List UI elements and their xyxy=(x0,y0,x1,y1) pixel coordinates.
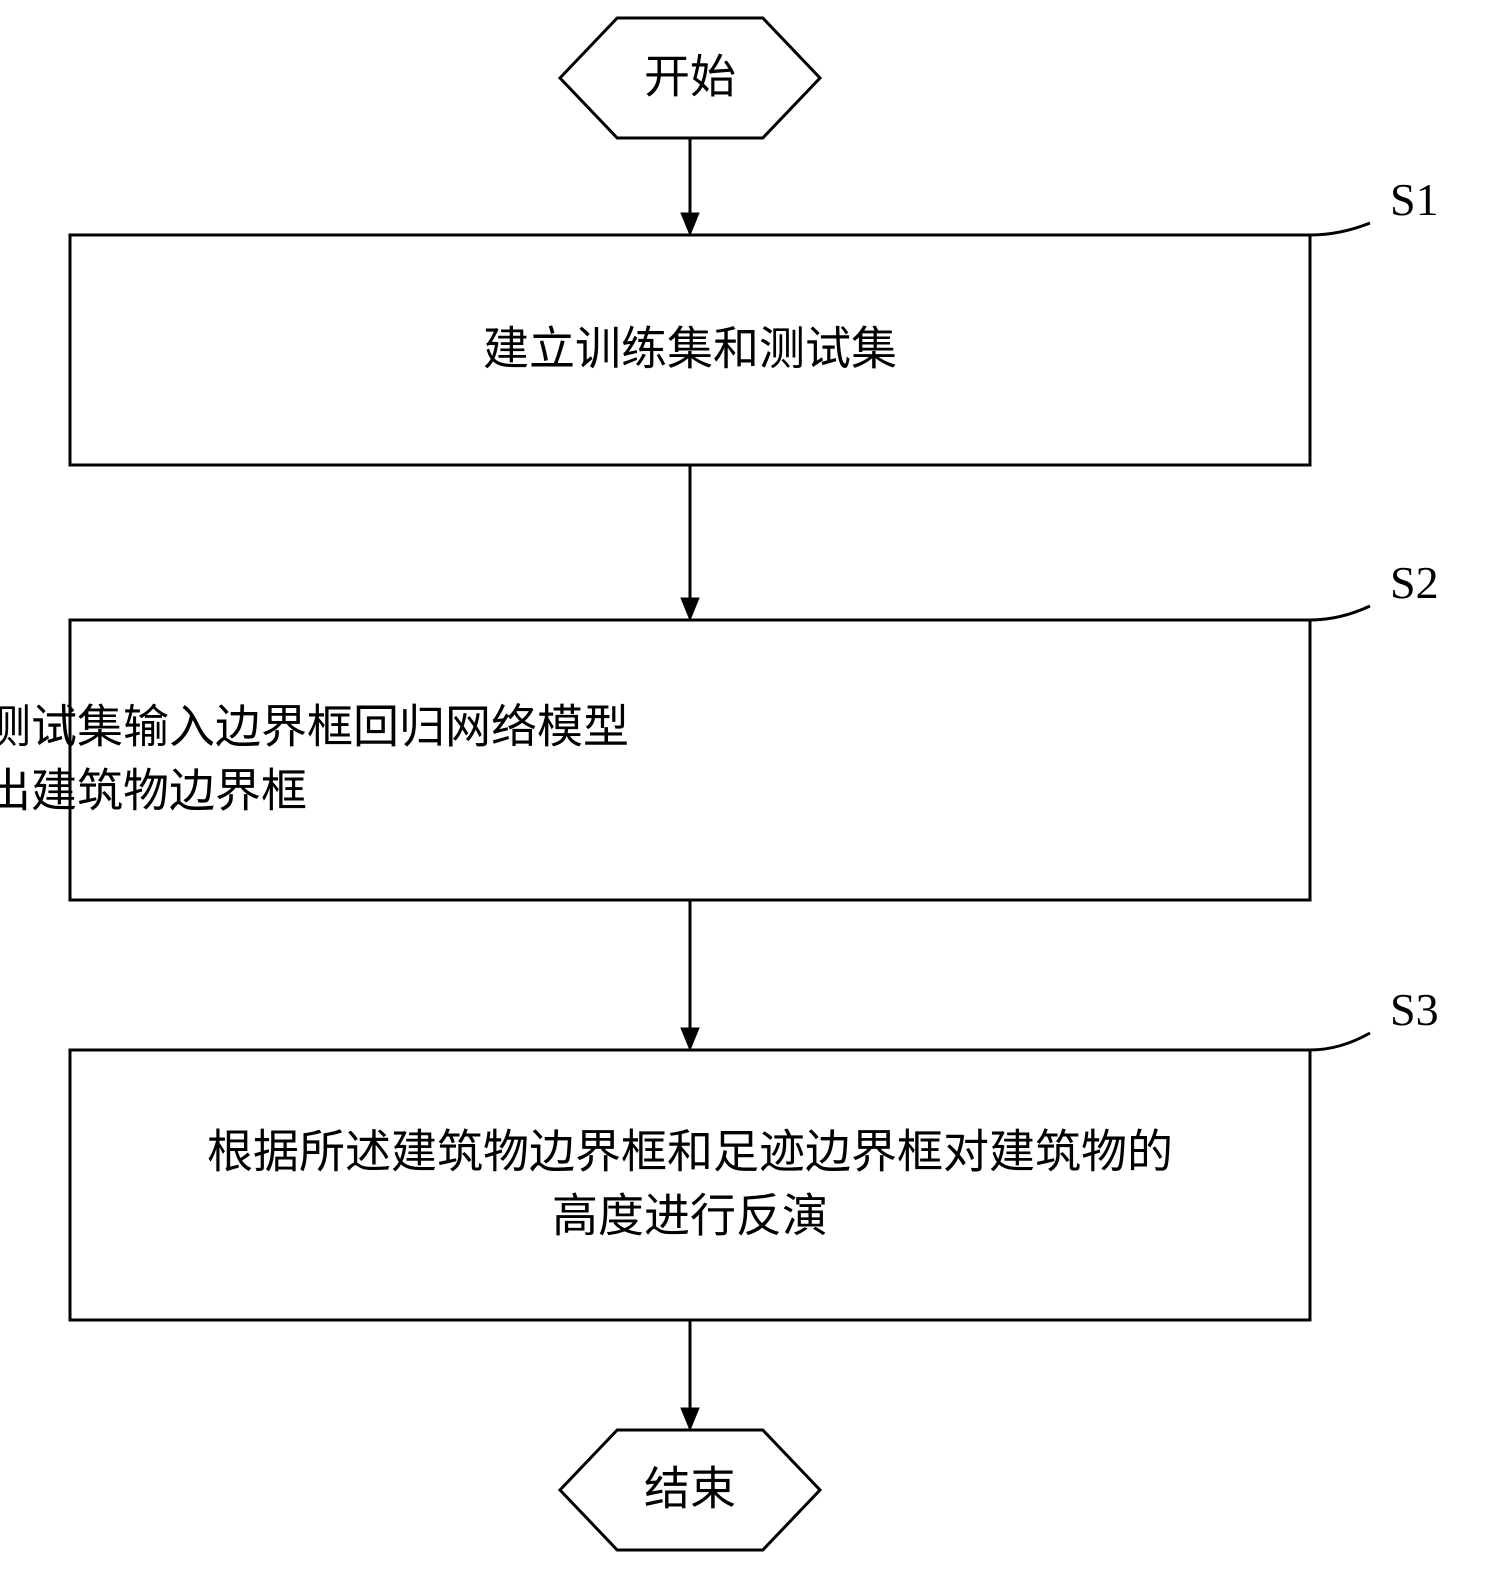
label-S2: S2 xyxy=(1390,557,1439,608)
end-label: 结束 xyxy=(644,1464,736,1515)
step-S3-line-0: 根据所述建筑物边界框和足迹边界框对建筑物的 xyxy=(207,1127,1173,1178)
label-S3: S3 xyxy=(1390,984,1439,1035)
arrow-1-head xyxy=(681,598,699,620)
label-S1: S1 xyxy=(1390,174,1439,225)
arrow-3-head xyxy=(681,1408,699,1430)
leader-S1 xyxy=(1310,223,1370,235)
flowchart-canvas: 开始结束 建立训练集和测试集 将所述训练集和测试集输入边界框回归网络模型 ，输出建筑… xyxy=(0,0,1505,1592)
leader-S2 xyxy=(1310,606,1370,620)
start-label: 开始 xyxy=(644,52,736,103)
step-S1-line-0: 建立训练集和测试集 xyxy=(483,324,897,375)
step-S2-line-1: ，输出建筑物边界框 xyxy=(0,766,307,817)
leader-S3 xyxy=(1310,1033,1370,1050)
step-S3-line-1: 高度进行反演 xyxy=(552,1191,828,1242)
step-S2-line-0: 将所述训练集和测试集输入边界框回归网络模型 xyxy=(0,702,629,753)
step-S3 xyxy=(70,1050,1310,1320)
arrow-2-head xyxy=(681,1028,699,1050)
arrow-0-head xyxy=(681,213,699,235)
step-S2 xyxy=(70,620,1310,900)
